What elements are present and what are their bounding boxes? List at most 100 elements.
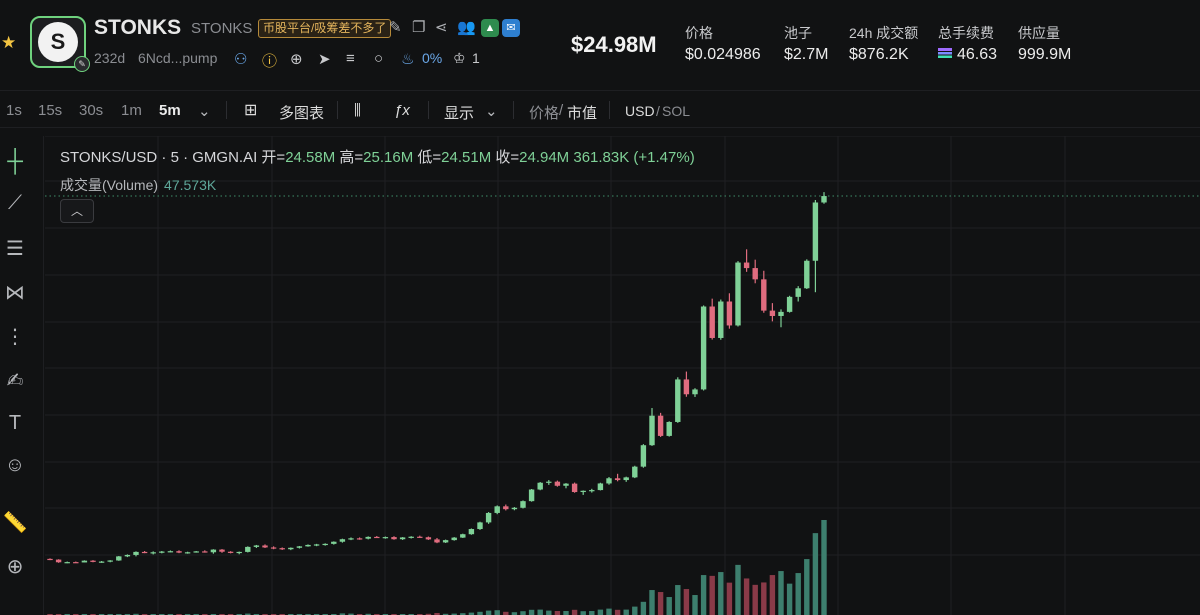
interval-dropdown-chevron-icon[interactable]: ⌄ [198, 103, 211, 120]
volume-bar [640, 601, 647, 615]
token-age: 232d [94, 50, 126, 66]
brush-icon[interactable]: ✍ [6, 370, 24, 392]
user-icon[interactable]: ⚇ [234, 51, 248, 68]
volume-bar [425, 613, 432, 615]
candle-body [288, 547, 294, 550]
message-icon[interactable]: ✉ [502, 19, 520, 37]
price-toggle[interactable]: 价格 [529, 105, 560, 122]
copy-icon[interactable]: ❐ [412, 19, 426, 36]
interval-1s[interactable]: 1s [6, 102, 22, 119]
toolbar-divider [609, 101, 610, 119]
legend-low-label: 低= [417, 149, 442, 166]
token-ticker: STONKS [191, 20, 253, 37]
display-chevron-icon[interactable]: ⌄ [485, 103, 498, 120]
add-indicator-icon[interactable]: ⊞ [244, 102, 258, 119]
candle-body [812, 202, 819, 261]
price-mcap-separator: / [559, 102, 564, 119]
candle-body [520, 501, 526, 508]
candlestick-chart[interactable] [45, 136, 1200, 615]
holders-percent: 0% [422, 50, 443, 66]
interval-15s[interactable]: 15s [38, 102, 63, 119]
candle-body [167, 551, 174, 553]
candle-body [399, 537, 406, 540]
candle-body [176, 551, 182, 553]
candle-body [675, 379, 681, 422]
candle-body [236, 551, 242, 554]
candle-body [382, 537, 389, 539]
stat-label-pool: 池子 [784, 25, 812, 41]
volume-bar [528, 609, 535, 615]
volume-bar [468, 612, 475, 615]
volume-bar [726, 582, 733, 615]
candle-body [718, 301, 724, 338]
list-icon[interactable]: ≡ [346, 50, 355, 67]
sol-toggle[interactable]: SOL [662, 103, 691, 119]
interval-1m[interactable]: 1m [121, 102, 142, 119]
legend-change: 361.83K (+1.47%) [573, 149, 695, 166]
token-name: STONKS [94, 16, 182, 39]
warning-icon[interactable]: ⓘ [262, 53, 278, 70]
token-address[interactable]: 6Ncd...pump [138, 50, 218, 66]
market-cap-price: $24.98M [571, 32, 657, 57]
interval-30s[interactable]: 30s [79, 102, 104, 119]
volume-bar [494, 610, 500, 615]
volume-bar [778, 571, 784, 615]
ruler-icon[interactable]: 📏 [2, 512, 28, 534]
volume-legend: 成交量(Volume) 47.573K [60, 175, 216, 195]
token-logo-letter: S [38, 22, 78, 62]
candle-body [210, 549, 217, 553]
candle-body [339, 539, 346, 542]
multi-chart-button[interactable]: 多图表 [279, 105, 325, 122]
fib-icon[interactable]: ⋮ [5, 326, 25, 348]
interval-5m[interactable]: 5m [159, 102, 181, 119]
volume-bar [348, 613, 354, 615]
crosshair-icon[interactable]: ┼ [7, 148, 23, 173]
volume-bar [339, 613, 346, 615]
token-tag[interactable]: 币股平台/吸筹差不多了 [258, 19, 392, 38]
token-logo[interactable]: S ✎ [30, 16, 90, 72]
candle-body [589, 490, 595, 492]
candle-body [657, 415, 664, 436]
search-icon[interactable]: ○ [374, 50, 384, 67]
horizontal-lines-icon[interactable]: ☰ [6, 238, 24, 260]
candle-body [133, 551, 139, 555]
website-icon[interactable]: ⊕ [290, 51, 303, 68]
candle-body [649, 415, 655, 446]
chart-toolbar: 1s 15s 30s 1m 5m ⌄ ⊞ 多图表 ⫼ ƒx 显示 ⌄ 价格 / … [0, 90, 1200, 128]
display-menu-button[interactable]: 显示 [444, 105, 475, 122]
indicators-fx-icon[interactable]: ƒx [394, 102, 410, 119]
edit-logo-icon[interactable]: ✎ [74, 56, 90, 72]
volume-bar [761, 582, 767, 615]
candle-body [761, 279, 767, 311]
candle-body [116, 556, 122, 561]
volume-bar [606, 608, 612, 615]
volume-bar [675, 585, 681, 615]
favorite-star-icon[interactable]: ★ [1, 33, 17, 52]
text-tool-icon[interactable]: T [8, 412, 22, 434]
share-icon[interactable]: ⋖ [435, 19, 448, 36]
zoom-in-icon[interactable]: ⊕ [6, 556, 24, 578]
volume-bar [434, 613, 440, 615]
candle-body [98, 561, 105, 563]
candle-body [460, 534, 466, 538]
candle-body [279, 548, 285, 550]
volume-label: 成交量(Volume) [60, 177, 159, 193]
boost-icon[interactable]: ▲ [481, 19, 499, 37]
candle-style-icon[interactable]: ⫼ [354, 102, 361, 119]
candle-body [640, 445, 647, 467]
telegram-icon[interactable]: ➤ [318, 51, 331, 68]
stat-label-fees: 总手续费 [938, 25, 994, 41]
stat-value-24h-volume: $876.2K [849, 46, 909, 63]
toolbar-divider [226, 101, 227, 119]
candle-body [580, 490, 586, 493]
trend-line-icon[interactable]: ⟋ [8, 192, 22, 214]
pattern-icon[interactable]: ⋈ [5, 282, 25, 304]
usd-toggle[interactable]: USD [625, 103, 655, 119]
volume-bar [580, 611, 586, 615]
candle-body [356, 538, 363, 540]
collapse-legend-button[interactable]: ︿ [60, 199, 94, 223]
emoji-icon[interactable]: ☺ [4, 454, 26, 476]
edit-icon[interactable]: ✎ [389, 19, 402, 36]
community-icon[interactable]: 👥 [457, 19, 476, 36]
market-cap-toggle[interactable]: 市值 [567, 105, 598, 122]
